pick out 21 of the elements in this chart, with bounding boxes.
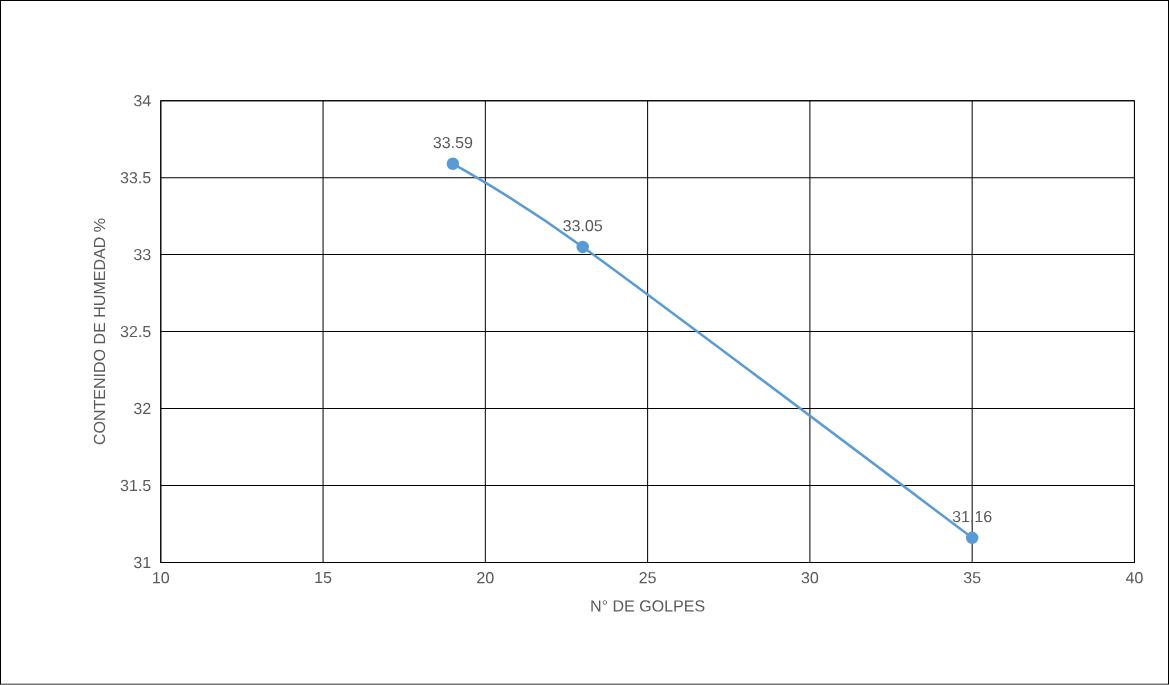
y-axis-title: CONTENIDO DE HUMEDAD % (93, 218, 106, 445)
x-axis-title: N° DE GOLPES (591, 600, 705, 612)
point (576, 240, 589, 254)
x-tick-label: 25 (639, 572, 656, 584)
y-tick-label: 34 (134, 95, 151, 107)
y-tick-label: 31 (134, 556, 151, 569)
y-tick-label: 32.5 (120, 326, 151, 338)
y-tick-label: 33.5 (120, 172, 151, 184)
y-tick-label: 33 (134, 249, 151, 261)
data-label: 33.05 (563, 220, 603, 232)
data-label: 33.59 (433, 137, 473, 149)
point (965, 531, 979, 545)
point (446, 157, 460, 171)
y-tick-label: 32 (134, 403, 151, 415)
x-tick-label: 20 (477, 572, 494, 584)
x-tick-label: 10 (153, 572, 170, 584)
x-tick-label: 35 (963, 572, 981, 584)
x-tick-label: 40 (1125, 572, 1143, 584)
x-tick-label: 15 (315, 572, 332, 584)
y-tick-label: 31.5 (120, 479, 151, 492)
x-tick-label: 30 (801, 572, 819, 584)
